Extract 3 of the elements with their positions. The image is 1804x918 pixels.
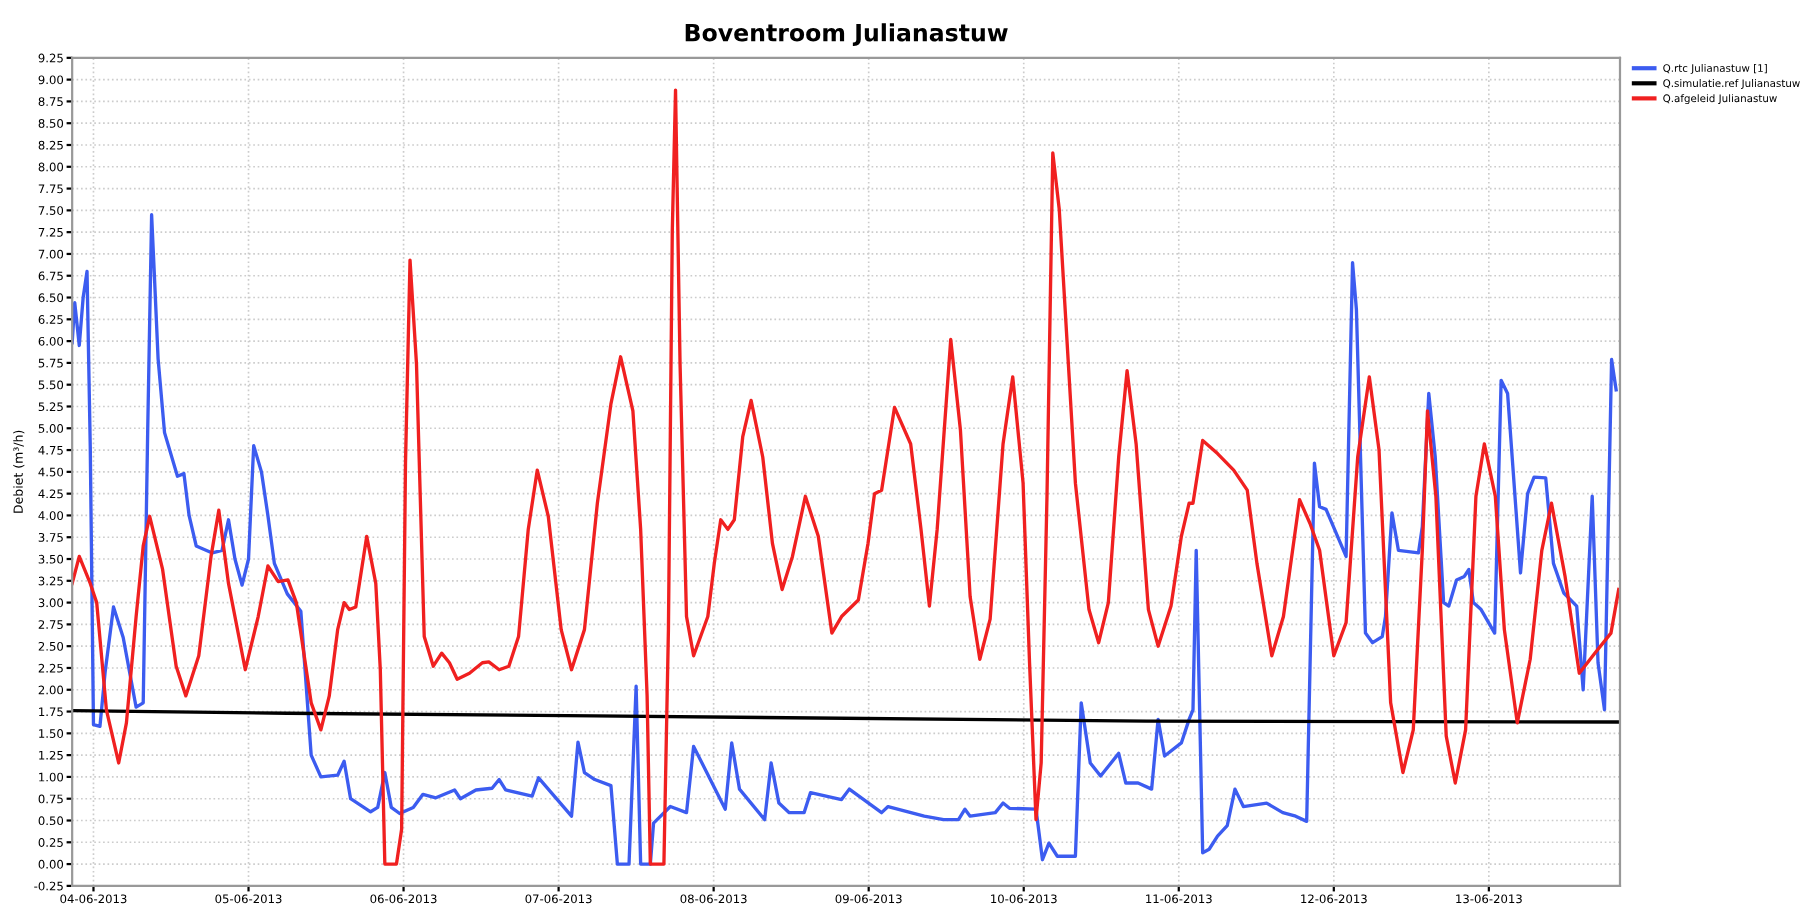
line-series	[72, 213, 1618, 866]
line-series	[72, 88, 1620, 866]
chart-title: Boventroom Julianastuw	[685, 23, 1008, 46]
